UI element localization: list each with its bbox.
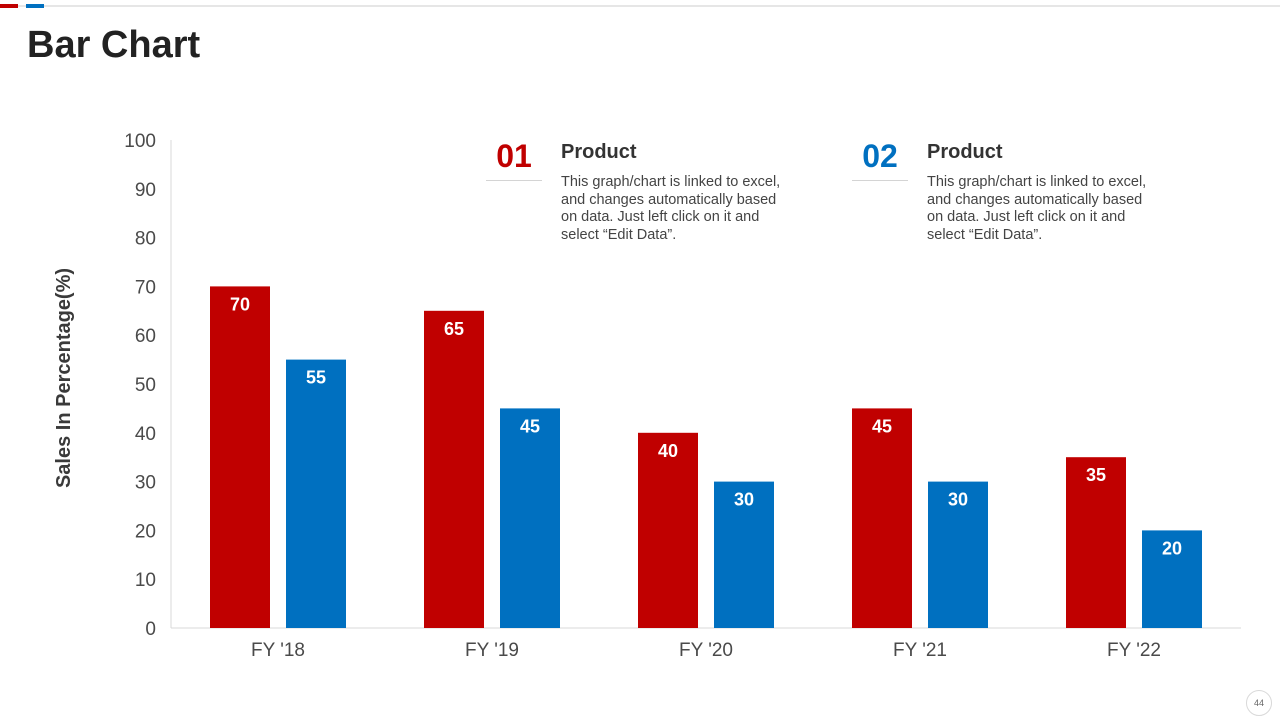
legend-heading: Product <box>927 141 1003 163</box>
legend-underline <box>852 180 908 181</box>
page-number: 44 <box>1246 690 1272 716</box>
y-tick-label: 100 <box>124 131 156 152</box>
bar <box>424 310 484 628</box>
bar-value-label: 35 <box>1086 465 1106 485</box>
bar-value-label: 55 <box>306 368 326 388</box>
bar <box>1066 457 1126 628</box>
bar <box>852 408 912 628</box>
y-tick-label: 50 <box>135 375 156 396</box>
x-tick-label: FY '18 <box>251 640 305 661</box>
y-tick-label: 20 <box>135 521 156 542</box>
legend-underline <box>486 180 542 181</box>
top-rule <box>0 5 1280 7</box>
bar-value-label: 45 <box>872 416 892 436</box>
bar-value-label: 70 <box>230 294 250 314</box>
bar <box>286 359 346 628</box>
legend-description: This graph/chart is linked to excel, and… <box>927 174 1147 243</box>
bar <box>210 286 270 628</box>
bar <box>500 408 560 628</box>
bar-value-label: 30 <box>948 490 968 510</box>
x-tick-label: FY '21 <box>893 640 947 661</box>
x-tick-label: FY '19 <box>465 640 519 661</box>
accent-bar-blue <box>26 4 44 8</box>
bar-value-label: 20 <box>1162 538 1182 558</box>
x-tick-label: FY '20 <box>679 640 733 661</box>
legend-description: This graph/chart is linked to excel, and… <box>561 174 781 243</box>
bar-value-label: 45 <box>520 416 540 436</box>
bar-value-label: 30 <box>734 490 754 510</box>
y-axis-title: Sales In Percentage(%) <box>53 268 75 488</box>
y-tick-label: 70 <box>135 277 156 298</box>
accent-bar-red <box>0 4 18 8</box>
bar <box>638 432 698 628</box>
y-tick-label: 30 <box>135 473 156 494</box>
bar <box>714 481 774 628</box>
y-tick-label: 10 <box>135 570 156 591</box>
bar <box>928 481 988 628</box>
bar-value-label: 40 <box>658 441 678 461</box>
y-tick-label: 90 <box>135 180 156 201</box>
legend-number: 02 <box>862 138 898 174</box>
y-tick-label: 0 <box>145 619 156 640</box>
y-tick-label: 60 <box>135 326 156 347</box>
page-title: Bar Chart <box>27 24 201 66</box>
y-tick-label: 40 <box>135 424 156 445</box>
bar-value-label: 65 <box>444 319 464 339</box>
y-tick-label: 80 <box>135 229 156 250</box>
legend-number: 01 <box>496 138 532 174</box>
legend-heading: Product <box>561 141 637 163</box>
bar <box>1142 530 1202 628</box>
x-tick-label: FY '22 <box>1107 640 1161 661</box>
